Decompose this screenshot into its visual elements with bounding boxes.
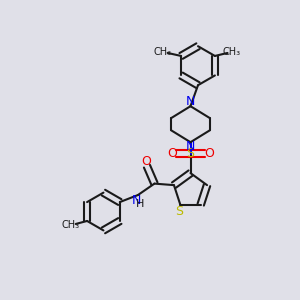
Text: S: S: [187, 147, 194, 160]
Text: N: N: [132, 194, 141, 207]
Text: H: H: [136, 199, 145, 209]
Text: O: O: [141, 155, 151, 168]
Text: N: N: [186, 95, 195, 108]
Text: S: S: [175, 205, 183, 218]
Text: CH₃: CH₃: [223, 47, 241, 57]
Text: CH₃: CH₃: [61, 220, 79, 230]
Text: CH₃: CH₃: [154, 47, 172, 57]
Text: N: N: [186, 140, 195, 153]
Text: O: O: [167, 147, 177, 160]
Text: O: O: [204, 147, 214, 160]
